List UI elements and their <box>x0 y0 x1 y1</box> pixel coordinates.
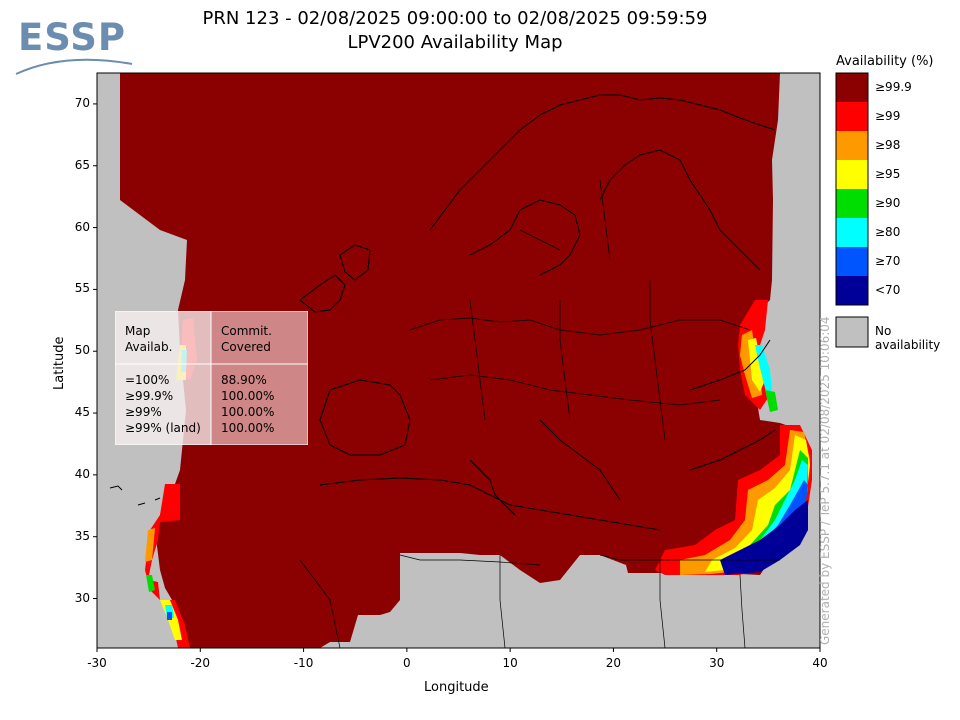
plot-frame <box>96 72 821 649</box>
legend-swatch <box>836 160 868 189</box>
y-tick-label: 50 <box>74 343 90 358</box>
stats-row-covered: 100.00% <box>221 421 275 435</box>
x-tick-label: 30 <box>709 656 725 670</box>
y-tick-label: 35 <box>74 528 90 543</box>
stats-row-level: ≥99% <box>125 405 162 419</box>
y-tick-label: 55 <box>74 281 90 296</box>
legend-label: ≥99.9 <box>875 80 912 94</box>
legend-label-no-availability: No availability <box>875 324 941 352</box>
stats-header-map-availab: Map Availab. <box>125 324 173 354</box>
legend-colorbar-frame <box>835 72 869 306</box>
stats-row-covered: 88.90% <box>221 373 267 387</box>
canary-band-red <box>145 484 190 648</box>
legend-label: ≥99 <box>875 109 901 123</box>
map-subtitle: LPV200 Availability Map <box>347 32 563 53</box>
legend-label: ≥70 <box>875 254 901 268</box>
x-tick-label: 20 <box>605 656 622 670</box>
y-tick-label: 30 <box>74 590 90 605</box>
legend-label: ≥90 <box>875 196 901 210</box>
east-band-cyan <box>755 345 772 392</box>
legend-swatch-no-availability <box>835 316 869 348</box>
country-borders <box>299 179 780 648</box>
legend-swatch <box>836 73 868 102</box>
x-tick-label: 10 <box>502 656 518 670</box>
stats-row-level: ≥99.9% <box>125 389 174 403</box>
stats-row-covered: 100.00% <box>221 389 275 403</box>
x-tick-label: -20 <box>190 656 211 670</box>
logo-text: ESSP <box>18 16 127 59</box>
y-tick-label: 40 <box>74 466 90 481</box>
east-band-yellow <box>748 338 765 392</box>
y-axis-label: Latitude <box>52 336 67 390</box>
availability-region-main <box>120 73 812 648</box>
x-tick-label: 0 <box>403 656 411 670</box>
y-tick-label: 45 <box>74 405 90 420</box>
canary-band-orange <box>145 528 155 562</box>
stats-row-level: ≥99% (land) <box>125 421 201 435</box>
legend-swatch <box>836 247 868 276</box>
x-tick-label: 40 <box>812 656 828 670</box>
legend-swatch <box>836 102 868 131</box>
x-tick-label: -30 <box>87 656 107 670</box>
legend-label: <70 <box>875 283 901 297</box>
legend-swatch <box>836 276 868 305</box>
canary-band-blue <box>167 612 172 620</box>
legend-label: ≥80 <box>875 225 901 239</box>
essp-logo: ESSP <box>14 14 134 78</box>
map-title: PRN 123 - 02/08/2025 09:00:00 to 02/08/2… <box>202 8 708 29</box>
coastlines <box>109 94 776 531</box>
availability-stats-table: Map Availab. Commit. Covered =100% 88.90%… <box>115 311 308 445</box>
legend-swatch <box>836 131 868 160</box>
mideast-band-darkblue <box>720 500 808 575</box>
stats-header-commit-covered: Commit. Covered <box>221 324 272 354</box>
canary-band-green <box>146 575 155 592</box>
east-band-green <box>765 390 778 412</box>
x-axis-label: Longitude <box>424 680 489 695</box>
legend-label: ≥95 <box>875 167 901 181</box>
stats-row-covered: 100.00% <box>221 405 275 419</box>
legend-swatch <box>836 218 868 247</box>
y-tick-label: 65 <box>74 157 90 172</box>
legend-label: ≥98 <box>875 138 901 152</box>
generated-by-watermark: Generated by ESSP / TeP 5.7.1 at 02/08/2… <box>818 316 832 645</box>
y-tick-label: 60 <box>74 219 90 234</box>
legend-swatch <box>836 189 868 218</box>
x-tick-label: -10 <box>293 656 314 670</box>
y-tick-label: 70 <box>74 95 90 110</box>
logo-swoosh-icon <box>15 58 133 75</box>
legend-title: Availability (%) <box>836 54 934 69</box>
stats-row-level: =100% <box>125 373 170 387</box>
